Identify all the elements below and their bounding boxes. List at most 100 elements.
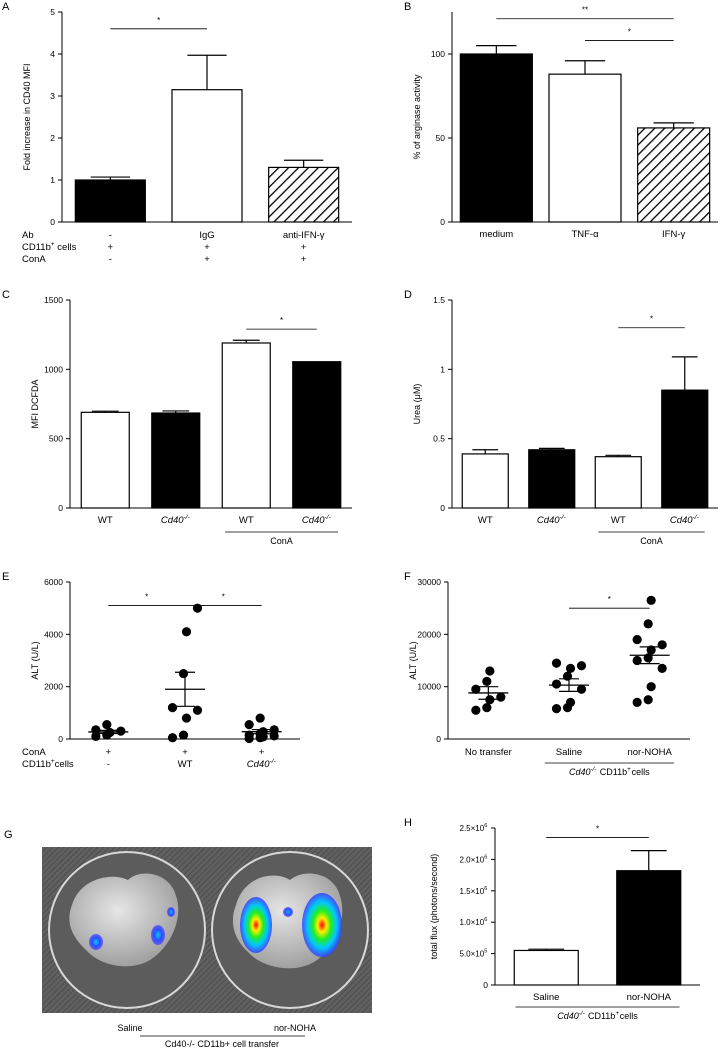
data-point bbox=[482, 703, 492, 713]
data-point bbox=[116, 726, 126, 736]
x-tick-label: medium bbox=[479, 229, 513, 240]
group-label: ConA bbox=[270, 536, 293, 546]
x-tick-label: Cd40-/- bbox=[302, 514, 332, 526]
bar bbox=[268, 166, 340, 223]
x-tick-label: WT bbox=[611, 515, 626, 526]
significance-marker: * bbox=[608, 595, 611, 604]
y-tick-label: 3 bbox=[50, 91, 55, 101]
row-cell: + bbox=[182, 747, 188, 758]
y-tick-label: 0 bbox=[58, 503, 63, 513]
y-tick-label: 100 bbox=[431, 49, 445, 59]
row-cell: + bbox=[108, 242, 114, 253]
bar bbox=[594, 456, 642, 509]
y-tick-label: 1.0×106 bbox=[460, 917, 489, 927]
x-tick-label: TNF-α bbox=[571, 229, 599, 240]
group-label: ConA bbox=[640, 536, 663, 546]
panel-h: H 0 5.0×105 1.0×106 1.5×106 2.0×106 2.5×10… bbox=[404, 817, 700, 1021]
signal-left-3 bbox=[167, 907, 175, 917]
data-point bbox=[471, 684, 481, 694]
row-cell: + bbox=[204, 254, 210, 265]
x-tick-label: WT bbox=[239, 515, 254, 526]
signal-right-3 bbox=[283, 907, 293, 917]
panel-letter: E bbox=[2, 571, 9, 583]
panel-letter: B bbox=[404, 1, 411, 13]
data-point bbox=[244, 720, 254, 730]
y-tick-label: 1000 bbox=[44, 364, 63, 374]
signal-left-2 bbox=[151, 925, 165, 945]
bar bbox=[221, 342, 271, 509]
y-tick-label: 5.0×105 bbox=[460, 949, 489, 959]
significance-marker: * bbox=[596, 824, 599, 833]
y-tick-label: 50 bbox=[436, 133, 446, 143]
y-tick-label: 0 bbox=[440, 503, 445, 513]
x-tick-label: WT bbox=[478, 515, 493, 526]
row-cell: - bbox=[107, 759, 110, 770]
panel-letter: F bbox=[404, 571, 411, 583]
data-point bbox=[632, 655, 642, 666]
data-point bbox=[632, 697, 642, 707]
y-axis-label: Urea (μM) bbox=[412, 384, 422, 425]
data-point bbox=[192, 603, 203, 613]
y-tick-label: 2000 bbox=[44, 682, 63, 692]
data-point bbox=[482, 676, 492, 687]
data-point bbox=[255, 713, 265, 723]
signal-right-1 bbox=[240, 897, 272, 953]
data-point bbox=[551, 658, 562, 668]
significance-marker: ** bbox=[582, 6, 588, 15]
x-tick-label: Cd40-/- bbox=[161, 514, 191, 526]
x-tick-label: Saline bbox=[556, 747, 582, 758]
data-point bbox=[471, 705, 481, 715]
y-tick-label: 0 bbox=[58, 734, 63, 744]
row-cell: + bbox=[106, 747, 112, 758]
data-point bbox=[167, 703, 178, 713]
y-tick-label: 1 bbox=[50, 175, 55, 185]
row-label: CD11b+cells bbox=[22, 758, 74, 770]
x-tick-label: nor-NOHA bbox=[627, 747, 672, 758]
bar bbox=[292, 361, 342, 509]
data-point bbox=[646, 682, 656, 692]
panel-letter: C bbox=[2, 289, 10, 301]
y-tick-label: 2 bbox=[50, 133, 55, 143]
y-axis-label: ALT (U/L) bbox=[408, 641, 418, 679]
data-point bbox=[181, 713, 192, 723]
data-point bbox=[551, 704, 562, 714]
data-point bbox=[244, 730, 254, 740]
bar bbox=[528, 449, 576, 509]
y-axis-label: % of arginase activity bbox=[412, 74, 422, 160]
panel-b: B 0 50 100 % of arginase activity medium TNF-α… bbox=[404, 1, 718, 240]
data-point bbox=[632, 634, 642, 645]
saline-label: Saline bbox=[117, 1023, 142, 1033]
panel-letter: H bbox=[404, 817, 412, 829]
bar bbox=[459, 53, 533, 223]
data-point bbox=[181, 627, 192, 637]
x-tick-label: No transfer bbox=[465, 747, 512, 758]
y-tick-label: 4000 bbox=[44, 629, 63, 639]
significance-marker: * bbox=[628, 28, 631, 37]
signal-right-2 bbox=[302, 893, 342, 957]
y-tick-label: 10000 bbox=[417, 682, 441, 692]
x-tick-label: Cd40-/- bbox=[670, 514, 700, 526]
data-point bbox=[178, 730, 189, 740]
y-axis-label: total flux (photons/second) bbox=[429, 854, 439, 960]
y-axis-label: ALT (U/L) bbox=[30, 641, 40, 679]
data-point bbox=[576, 684, 587, 694]
row-label: ConA bbox=[22, 254, 46, 265]
y-tick-label: 500 bbox=[49, 434, 63, 444]
bar bbox=[616, 870, 682, 986]
row-label: Ab bbox=[22, 230, 34, 241]
bar bbox=[74, 179, 146, 223]
x-tick-label: Saline bbox=[533, 992, 559, 1003]
y-tick-label: 1.5×106 bbox=[460, 886, 489, 896]
panel-f: F 0 10000 20000 30000 ALT (U/L) No transfer Sal… bbox=[404, 571, 690, 777]
x-tick-label: WT bbox=[98, 515, 113, 526]
y-tick-label: 1.5 bbox=[433, 295, 445, 305]
y-tick-label: 0 bbox=[483, 980, 488, 990]
data-point bbox=[657, 663, 667, 673]
y-tick-label: 1 bbox=[440, 364, 445, 374]
panel-g: G Saline nor-NOHA Cd40-/- CD11b+ cell tr… bbox=[4, 829, 372, 1049]
y-tick-label: 1500 bbox=[44, 295, 63, 305]
row-cell: + bbox=[301, 242, 307, 253]
row-cell: + bbox=[259, 747, 265, 758]
y-tick-label: 0.5 bbox=[433, 434, 445, 444]
